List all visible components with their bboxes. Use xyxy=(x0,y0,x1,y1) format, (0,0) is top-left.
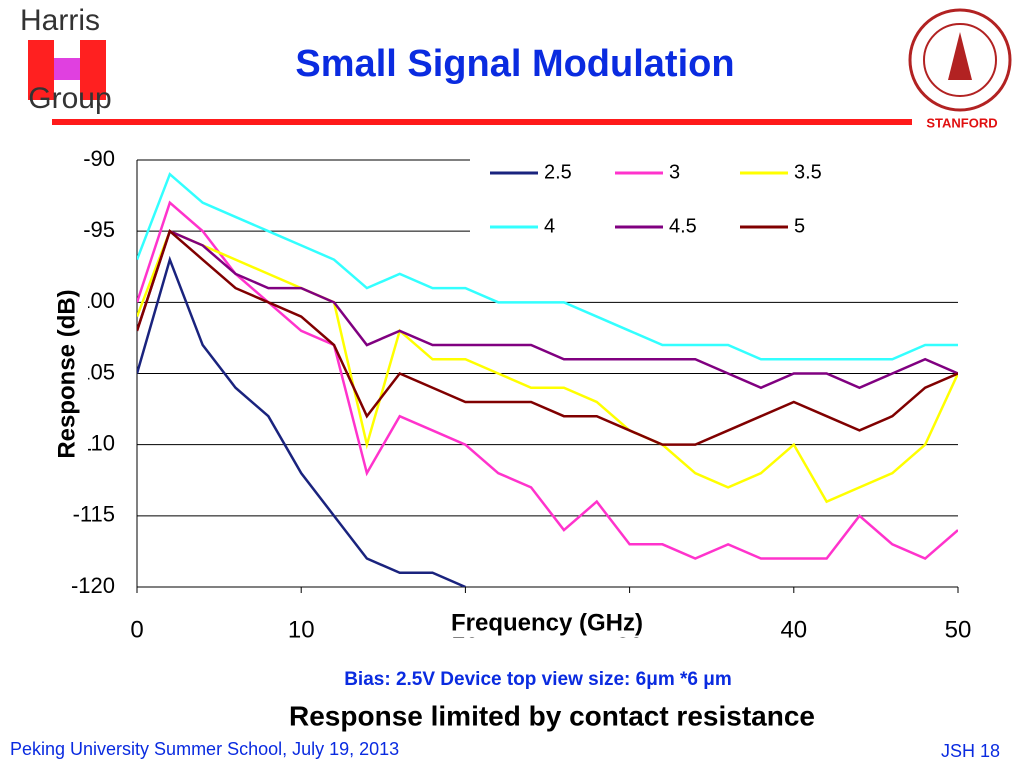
footer: Peking University Summer School, July 19… xyxy=(10,739,399,759)
logo-bar xyxy=(80,40,106,100)
harris-logo: Harris Group xyxy=(20,4,112,115)
seal-ring xyxy=(923,23,997,97)
logo-bar xyxy=(28,40,54,100)
footer: JSH 18 xyxy=(941,741,1000,761)
series-line xyxy=(137,229,958,390)
y-tick-label: -95 xyxy=(83,217,115,242)
caption: Bias: 2.5V Device top view size: 6μm *6 … xyxy=(344,669,732,690)
legend-label: 3 xyxy=(669,161,680,183)
plot-lines xyxy=(137,172,958,587)
legend-label: 4.5 xyxy=(669,215,697,237)
legend-label: 5 xyxy=(794,215,805,237)
caption: Response limited by contact resistance xyxy=(289,700,815,731)
legend-label: 3.5 xyxy=(794,161,822,183)
series-line xyxy=(137,255,466,587)
y-tick-label: -90 xyxy=(83,146,115,171)
x-tick-label: 40 xyxy=(780,616,807,643)
y-axis-label: Response (dB) xyxy=(53,289,80,458)
logo-bridge xyxy=(54,58,80,80)
stanford-seal: STANFORD xyxy=(908,8,1012,130)
x-label-bg xyxy=(420,605,675,637)
slide-title: Small Signal Modulation xyxy=(295,43,734,85)
legend-label: 4 xyxy=(544,215,555,237)
series-line xyxy=(137,172,958,361)
series-line xyxy=(137,200,958,560)
x-tick-label: 0 xyxy=(130,616,143,643)
x-tick-label: 50 xyxy=(945,616,972,643)
y-tick-label: -115 xyxy=(73,502,115,527)
seal-label: STANFORD xyxy=(926,115,997,130)
y-tick-label: -120 xyxy=(71,573,115,598)
legend-box xyxy=(470,152,958,244)
seal-ring xyxy=(908,8,1012,112)
y-label-bg xyxy=(48,262,88,487)
title-rule xyxy=(52,119,912,125)
legend: 2.5 3 3.5 4 4.5 5 xyxy=(470,152,958,244)
x-axis-label: Frequency (GHz) xyxy=(451,609,643,636)
x-tick-label: 10 xyxy=(288,616,315,643)
series-line xyxy=(137,228,958,446)
logo-text: Harris xyxy=(20,4,100,37)
series-line xyxy=(137,229,958,504)
logo-text: Group xyxy=(28,82,111,115)
legend-label: 2.5 xyxy=(544,161,572,183)
chart: -90-95-100-105-110-115-120010203040502.5… xyxy=(48,146,972,643)
seal-tree xyxy=(948,32,972,80)
